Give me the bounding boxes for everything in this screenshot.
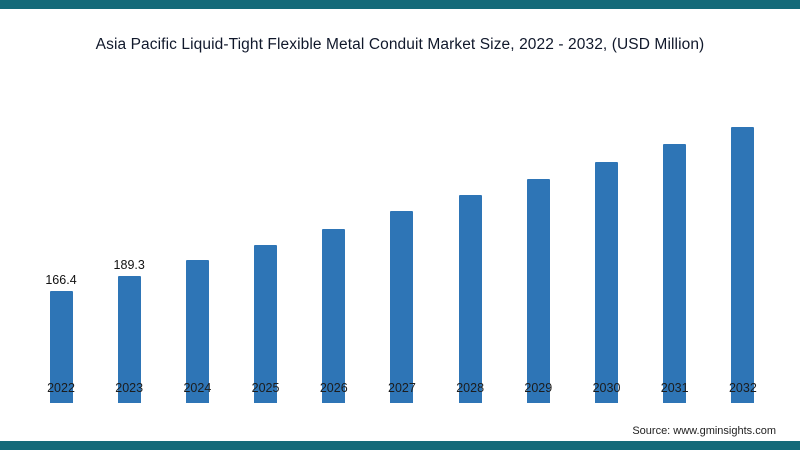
bar-column: 189.3 [96, 258, 162, 403]
bar-column [642, 126, 708, 403]
bar [117, 276, 141, 403]
bar-column [710, 109, 776, 403]
x-axis-tick-label: 2024 [183, 381, 212, 395]
bar [526, 179, 550, 403]
x-axis-tick-label: 2025 [251, 381, 280, 395]
bars-container: 166.4 189.3 [28, 70, 776, 403]
bar [731, 127, 755, 403]
bar [663, 144, 687, 403]
x-axis-tick-label: 2030 [592, 381, 621, 395]
bar-column [574, 144, 640, 403]
bar [254, 245, 278, 403]
source-label: Source: www.gminsights.com [632, 425, 776, 437]
bar-column [233, 227, 299, 403]
bar-column: 166.4 [28, 273, 94, 403]
bar [185, 260, 209, 403]
x-axis-tick-label: 2023 [115, 381, 144, 395]
x-axis-tick-label: 2028 [456, 381, 485, 395]
bar-column [505, 161, 571, 403]
bar [49, 291, 73, 403]
x-axis-tick-label: 2032 [728, 381, 757, 395]
bar-column [164, 242, 230, 403]
bar-column [369, 193, 435, 403]
x-axis-tick-label: 2022 [47, 381, 75, 395]
x-axis: 2022 2023 2024 2025 2026 2027 2028 2029 2030 2031… [28, 381, 776, 395]
bar-value-label: 166.4 [45, 273, 77, 287]
bar [390, 211, 414, 403]
x-axis-tick-label: 2031 [660, 381, 689, 395]
x-axis-tick-label: 2027 [388, 381, 416, 395]
bar-column [437, 177, 503, 403]
x-axis-tick-label: 2029 [524, 381, 553, 395]
bottom-accent-strip [0, 441, 800, 450]
x-axis-tick-label: 2026 [319, 381, 348, 395]
bar [595, 162, 618, 403]
chart-title: Asia Pacific Liquid-Tight Flexible Metal… [95, 36, 705, 53]
bar [458, 195, 482, 403]
bar-column [301, 211, 367, 403]
top-accent-strip [0, 0, 800, 9]
bar [322, 229, 346, 403]
bar-value-label: 189.3 [113, 258, 145, 272]
